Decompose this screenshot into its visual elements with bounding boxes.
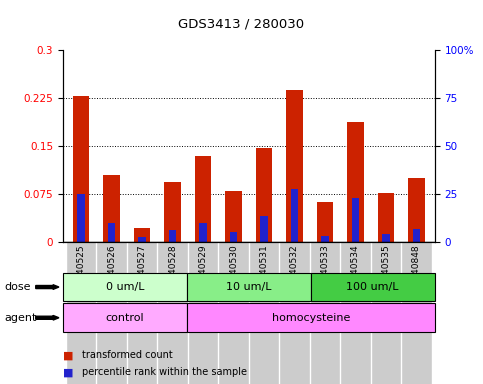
Bar <box>73 96 89 242</box>
Bar <box>291 189 298 242</box>
Text: 0 um/L: 0 um/L <box>105 282 144 292</box>
Bar <box>249 242 279 384</box>
Text: ■: ■ <box>63 350 73 360</box>
Bar <box>77 194 85 242</box>
Text: transformed count: transformed count <box>82 350 173 360</box>
Bar <box>164 182 181 242</box>
Bar <box>225 191 242 242</box>
Bar <box>230 232 237 242</box>
Bar <box>127 242 157 384</box>
Bar <box>218 242 249 384</box>
Bar <box>108 223 115 242</box>
Bar <box>188 242 218 384</box>
Bar <box>382 234 390 242</box>
Bar <box>66 242 96 384</box>
Bar <box>195 156 212 242</box>
Bar <box>352 199 359 242</box>
Bar <box>340 242 370 384</box>
Bar <box>103 175 120 242</box>
Bar <box>321 235 329 242</box>
Bar <box>134 228 150 242</box>
Bar <box>157 242 188 384</box>
Text: agent: agent <box>5 313 37 323</box>
Bar <box>378 193 394 242</box>
Bar <box>256 148 272 242</box>
Bar <box>96 242 127 384</box>
Bar <box>138 237 146 242</box>
Bar <box>199 223 207 242</box>
Text: control: control <box>105 313 144 323</box>
Text: ■: ■ <box>63 367 73 377</box>
Bar <box>279 242 310 384</box>
Bar <box>412 229 420 242</box>
Text: homocysteine: homocysteine <box>271 313 350 323</box>
Bar <box>408 178 425 242</box>
Bar <box>401 242 432 384</box>
Text: GDS3413 / 280030: GDS3413 / 280030 <box>178 17 305 30</box>
Text: 10 um/L: 10 um/L <box>226 282 271 292</box>
Bar <box>310 242 340 384</box>
Text: dose: dose <box>5 282 31 292</box>
Bar <box>260 216 268 242</box>
Bar <box>169 230 176 242</box>
Text: percentile rank within the sample: percentile rank within the sample <box>82 367 247 377</box>
Bar <box>286 89 303 242</box>
Text: 100 um/L: 100 um/L <box>346 282 399 292</box>
Bar <box>347 122 364 242</box>
Bar <box>316 202 333 242</box>
Bar <box>370 242 401 384</box>
